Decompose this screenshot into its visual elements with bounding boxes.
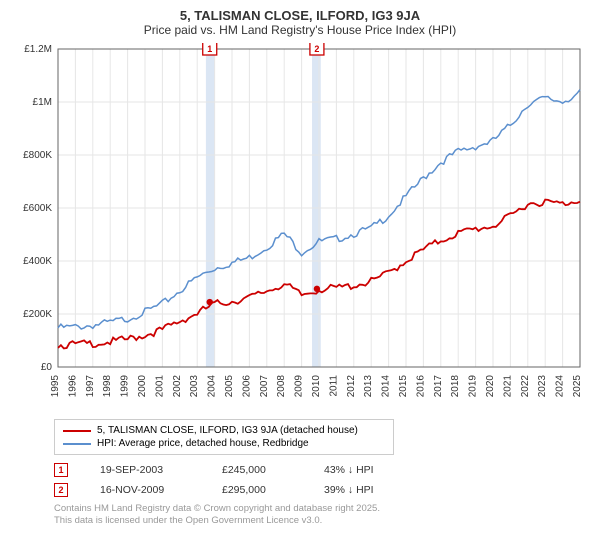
- svg-text:2011: 2011: [328, 375, 339, 397]
- svg-text:2020: 2020: [485, 375, 496, 398]
- point-marker: 2: [54, 483, 68, 497]
- chart-title: 5, TALISMAN CLOSE, ILFORD, IG3 9JA: [12, 8, 588, 23]
- svg-text:£1M: £1M: [33, 97, 52, 108]
- point-hpi: 39% ↓ HPI: [324, 484, 404, 496]
- svg-text:2019: 2019: [468, 375, 479, 398]
- data-points-table: 1 19-SEP-2003 £245,000 43% ↓ HPI 2 16-NOV-200…: [54, 463, 588, 497]
- point-date: 16-NOV-2009: [100, 484, 190, 496]
- svg-text:2013: 2013: [363, 375, 374, 398]
- chart-subtitle: Price paid vs. HM Land Registry's House …: [12, 23, 588, 37]
- svg-text:2009: 2009: [294, 375, 305, 398]
- svg-text:2021: 2021: [502, 375, 513, 398]
- credit-line-2: This data is licensed under the Open Gov…: [54, 515, 588, 527]
- credits-text: Contains HM Land Registry data © Crown c…: [54, 503, 588, 528]
- legend-swatch: [63, 430, 91, 432]
- data-point-row: 2 16-NOV-2009 £295,000 39% ↓ HPI: [54, 483, 588, 497]
- point-date: 19-SEP-2003: [100, 464, 190, 476]
- point-price: £245,000: [222, 464, 292, 476]
- svg-text:£200K: £200K: [23, 309, 52, 320]
- svg-text:2003: 2003: [189, 375, 200, 398]
- svg-text:£800K: £800K: [23, 150, 52, 161]
- svg-text:2023: 2023: [537, 375, 548, 398]
- point-hpi: 43% ↓ HPI: [324, 464, 404, 476]
- point-marker: 1: [54, 463, 68, 477]
- svg-text:2006: 2006: [241, 375, 252, 398]
- line-chart-svg: £0 £200K £400K £600K £800K £1M £1.2M 1995 1996 19…: [12, 43, 588, 413]
- legend-label: HPI: Average price, detached house, Redb…: [97, 438, 309, 449]
- svg-text:2: 2: [314, 44, 319, 54]
- legend-box: 5, TALISMAN CLOSE, ILFORD, IG3 9JA (deta…: [54, 419, 394, 455]
- chart-area: £0 £200K £400K £600K £800K £1M £1.2M 1995 1996 19…: [12, 43, 588, 413]
- svg-text:2010: 2010: [311, 375, 322, 398]
- svg-text:2008: 2008: [276, 375, 287, 398]
- svg-text:£400K: £400K: [23, 256, 52, 267]
- svg-text:1999: 1999: [120, 375, 131, 398]
- svg-text:2001: 2001: [154, 375, 165, 398]
- svg-text:2022: 2022: [520, 375, 531, 398]
- svg-text:£600K: £600K: [23, 203, 52, 214]
- legend-row: 5, TALISMAN CLOSE, ILFORD, IG3 9JA (deta…: [63, 424, 385, 437]
- legend-label: 5, TALISMAN CLOSE, ILFORD, IG3 9JA (deta…: [97, 425, 358, 436]
- svg-text:2018: 2018: [450, 375, 461, 398]
- svg-text:2005: 2005: [224, 375, 235, 398]
- svg-text:£1.2M: £1.2M: [24, 44, 52, 55]
- svg-text:1995: 1995: [50, 375, 61, 398]
- credit-line-1: Contains HM Land Registry data © Crown c…: [54, 503, 588, 515]
- svg-text:2015: 2015: [398, 375, 409, 398]
- svg-text:2007: 2007: [259, 375, 270, 398]
- svg-text:2014: 2014: [381, 375, 392, 398]
- legend-row: HPI: Average price, detached house, Redb…: [63, 437, 385, 450]
- svg-text:2025: 2025: [572, 375, 583, 398]
- svg-text:1997: 1997: [85, 375, 96, 398]
- svg-text:2000: 2000: [137, 375, 148, 398]
- svg-text:2012: 2012: [346, 375, 357, 398]
- point-price: £295,000: [222, 484, 292, 496]
- svg-text:1998: 1998: [102, 375, 113, 398]
- svg-text:2002: 2002: [172, 375, 183, 398]
- svg-text:£0: £0: [41, 362, 53, 373]
- svg-text:2016: 2016: [415, 375, 426, 398]
- svg-text:2024: 2024: [555, 375, 566, 398]
- legend-swatch: [63, 443, 91, 445]
- svg-text:1996: 1996: [67, 375, 78, 398]
- data-point-row: 1 19-SEP-2003 £245,000 43% ↓ HPI: [54, 463, 588, 477]
- svg-text:2017: 2017: [433, 375, 444, 398]
- svg-text:2004: 2004: [207, 375, 218, 398]
- svg-text:1: 1: [207, 44, 212, 54]
